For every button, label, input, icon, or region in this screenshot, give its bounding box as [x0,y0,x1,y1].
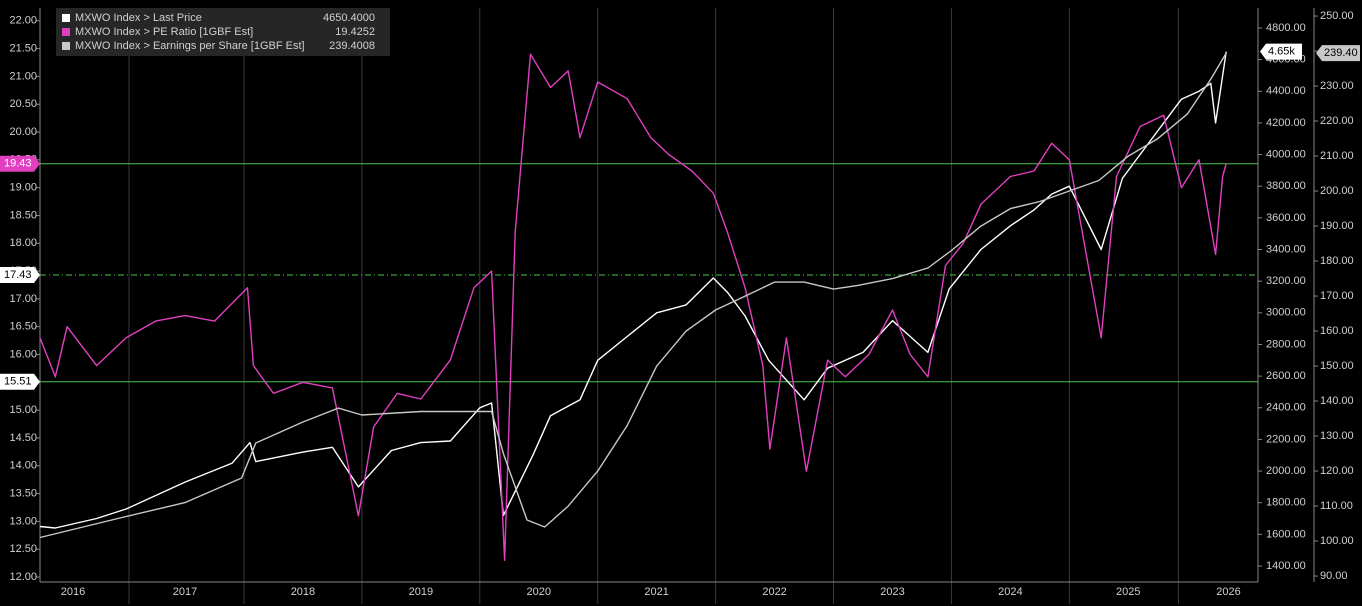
y3-tick-label: 190.00 [1320,220,1354,232]
y-tick-label: 20.00 [9,126,37,138]
y-tick-label: 13.50 [9,487,37,499]
y3-tick-label: 250.00 [1320,10,1354,22]
reference-box [0,373,40,390]
y-tick-label: 21.50 [9,43,37,55]
y-tick-label: 13.00 [9,515,37,527]
y2-tick-label: 1800.00 [1266,497,1306,509]
end-label: 239.40 [1324,47,1358,59]
y2-tick-label: 4800.00 [1266,22,1306,34]
y2-tick-label: 3000.00 [1266,307,1306,319]
y3-tick-label: 170.00 [1320,290,1354,302]
y3-tick-label: 160.00 [1320,325,1354,337]
y2-tick-label: 1600.00 [1266,528,1306,540]
y3-tick-label: 150.00 [1320,360,1354,372]
y-tick-label: 12.50 [9,543,37,555]
y2-tick-label: 3600.00 [1266,212,1306,224]
y-tick-label: 12.00 [9,571,37,583]
reference-label: 19.43 [4,158,32,170]
y2-tick-label: 4000.00 [1266,148,1306,160]
y3-tick-label: 100.00 [1320,535,1354,547]
end-label: 4.65k [1268,46,1295,58]
series-line [39,53,1227,561]
y3-tick-label: 180.00 [1320,255,1354,267]
legend: MXWO Index > Last Price 4650.4000 MXWO Ind… [56,8,390,56]
reference-box [0,155,40,172]
y2-tick-label: 2200.00 [1266,433,1306,445]
legend-swatch [62,14,70,22]
x-tick-label: 2024 [998,586,1022,598]
end-box [1260,43,1302,60]
legend-name: MXWO Index > Earnings per Share [1GBF Es… [75,40,305,52]
legend-value: 4650.4000 [323,12,375,24]
y3-tick-label: 140.00 [1320,395,1354,407]
reference-label: 15.51 [4,376,32,388]
legend-name: MXWO Index > Last Price [75,12,202,24]
y-tick-label: 22.00 [9,15,37,27]
x-tick-label: 2021 [644,586,668,598]
y-tick-label: 18.50 [9,209,37,221]
y2-tick-label: 2400.00 [1266,402,1306,414]
y-tick-label: 16.00 [9,348,37,360]
y2-tick-label: 3200.00 [1266,275,1306,287]
y-tick-label: 20.50 [9,98,37,110]
legend-name: MXWO Index > PE Ratio [1GBF Est] [75,26,253,38]
legend-value: 19.4252 [335,26,375,38]
legend-box [56,8,390,56]
x-tick-label: 2026 [1216,586,1240,598]
y2-tick-label: 3800.00 [1266,180,1306,192]
reference-label: 17.43 [4,269,32,281]
y3-tick-label: 90.00 [1320,570,1348,582]
y-tick-label: 18.00 [9,237,37,249]
y3-tick-label: 230.00 [1320,80,1354,92]
end-box [1316,45,1360,62]
y2-tick-label: 4200.00 [1266,117,1306,129]
y3-tick-label: 120.00 [1320,465,1354,477]
x-tick-label: 2023 [880,586,904,598]
y3-tick-label: 220.00 [1320,115,1354,127]
y-tick-label: 16.50 [9,321,37,333]
legend-swatch [62,42,70,50]
y3-tick-label: 210.00 [1320,150,1354,162]
legend-swatch [62,28,70,36]
series-line [39,52,1227,539]
y3-tick-label: 200.00 [1320,185,1354,197]
y2-tick-label: 3400.00 [1266,243,1306,255]
y2-tick-label: 4400.00 [1266,85,1306,97]
y-tick-label: 14.50 [9,432,37,444]
series-line [39,51,1227,529]
y3-tick-label: 130.00 [1320,430,1354,442]
y3-tick-label: 110.00 [1320,500,1353,512]
x-tick-label: 2018 [291,586,315,598]
x-tick-label: 2025 [1116,586,1140,598]
y-tick-label: 15.00 [9,404,37,416]
reference-box [0,266,40,283]
y-tick-label: 14.00 [9,460,37,472]
x-tick-label: 2019 [409,586,433,598]
y-tick-label: 21.00 [9,70,37,82]
y2-tick-label: 2000.00 [1266,465,1306,477]
x-tick-label: 2022 [762,586,786,598]
legend-value: 239.4008 [329,40,375,52]
y-tick-label: 19.00 [9,182,37,194]
x-tick-label: 2017 [173,586,197,598]
y2-tick-label: 2800.00 [1266,338,1306,350]
y2-tick-label: 2600.00 [1266,370,1306,382]
x-tick-label: 2020 [527,586,551,598]
x-tick-label: 2016 [61,586,85,598]
y2-tick-label: 1400.00 [1266,560,1306,572]
y-tick-label: 17.00 [9,293,37,305]
